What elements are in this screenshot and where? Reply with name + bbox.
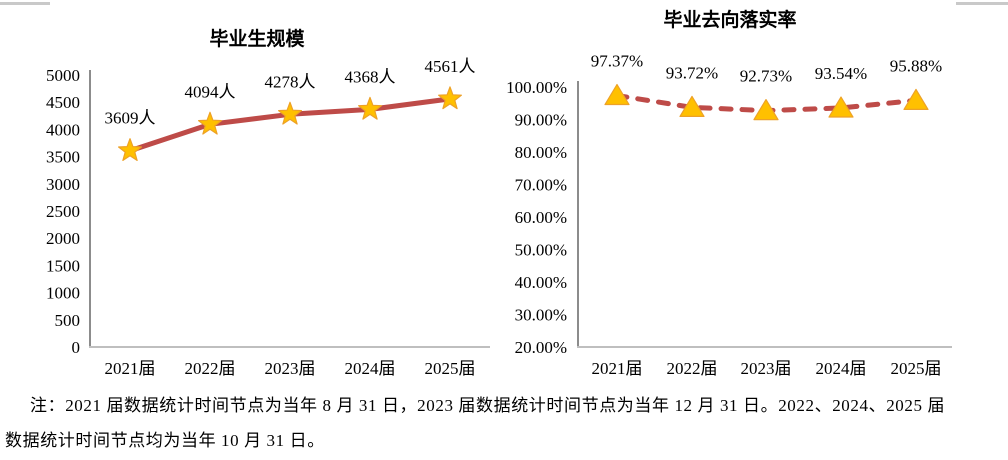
star-marker — [198, 111, 222, 135]
graduates-scale-chart: 毕业生规模50004500400035003000250020001500100… — [46, 27, 490, 378]
y-tick-label: 30.00% — [515, 306, 567, 325]
y-tick-label: 100.00% — [506, 78, 567, 97]
y-tick-label: 40.00% — [515, 273, 567, 292]
data-point-label: 4368人 — [345, 67, 396, 86]
y-tick-label: 1000 — [46, 284, 80, 303]
y-tick-label: 3000 — [46, 175, 80, 194]
y-tick-label: 4000 — [46, 120, 80, 139]
triangle-marker — [828, 96, 854, 118]
data-point-label: 4094人 — [185, 82, 236, 101]
note-text-line2: 数据统计时间节点均为当年 10 月 31 日。 — [5, 431, 325, 450]
x-tick-label: 2025届 — [891, 359, 942, 378]
employment-rate-chart: 毕业去向落实率 100.00% 90.00% 80.00% 70.00% 60.00% 50… — [506, 8, 952, 378]
y-tick-label: 500 — [55, 311, 81, 330]
data-point-label: 3609人 — [105, 109, 156, 128]
triangle-marker — [679, 95, 705, 118]
data-point-label: 4278人 — [265, 72, 316, 91]
x-tick-label: 2024届 — [345, 359, 396, 378]
y-tick-label: 3500 — [46, 148, 80, 167]
x-tick-label: 2022届 — [185, 359, 236, 378]
table-border-fragment-right — [956, 2, 1008, 5]
y-tick-label: 0 — [72, 338, 81, 357]
x-tick-label: 2025届 — [425, 359, 476, 378]
y-tick-label: 70.00% — [515, 176, 567, 195]
y-tick-label: 60.00% — [515, 208, 567, 227]
data-point-label: 95.88% — [890, 56, 942, 75]
y-tick-label: 80.00% — [515, 143, 567, 162]
y-tick-label: 1500 — [46, 256, 80, 275]
star-marker — [117, 138, 142, 161]
y-tick-label: 4500 — [46, 93, 80, 112]
y-tick-label: 2000 — [46, 229, 80, 248]
note-text-line1: 注：2021 届数据统计时间节点为当年 8 月 31 日，2023 届数据统计时… — [30, 396, 946, 415]
x-tick-label: 2023届 — [265, 359, 316, 378]
x-tick-label: 2024届 — [816, 359, 867, 378]
table-border-fragment-left — [0, 2, 50, 5]
y-tick-label: 5000 — [46, 66, 80, 85]
triangle-marker — [604, 83, 630, 106]
star-marker — [278, 101, 302, 125]
triangle-marker — [753, 98, 779, 121]
y-tick-label: 90.00% — [515, 111, 567, 130]
y-tick-label: 50.00% — [515, 241, 567, 260]
chart-title: 毕业去向落实率 — [663, 8, 796, 31]
star-marker — [358, 96, 382, 120]
data-point-label: 4561人 — [425, 57, 476, 76]
x-tick-label: 2021届 — [105, 359, 156, 378]
data-point-label: 93.54% — [815, 64, 867, 83]
x-tick-label: 2023届 — [741, 359, 792, 378]
data-point-label: 92.73% — [740, 67, 792, 86]
x-tick-label: 2021届 — [592, 359, 643, 378]
triangle-marker — [903, 88, 929, 111]
chart-title: 毕业生规模 — [209, 27, 305, 50]
y-tick-label: 2500 — [46, 202, 80, 221]
star-marker — [438, 86, 462, 110]
data-point-label: 97.37% — [591, 52, 643, 71]
charts-canvas: 毕业生规模50004500400035003000250020001500100… — [46, 8, 952, 378]
x-tick-label: 2022届 — [667, 359, 718, 378]
data-point-label: 93.72% — [666, 63, 718, 82]
y-tick-label: 20.00% — [515, 338, 567, 357]
